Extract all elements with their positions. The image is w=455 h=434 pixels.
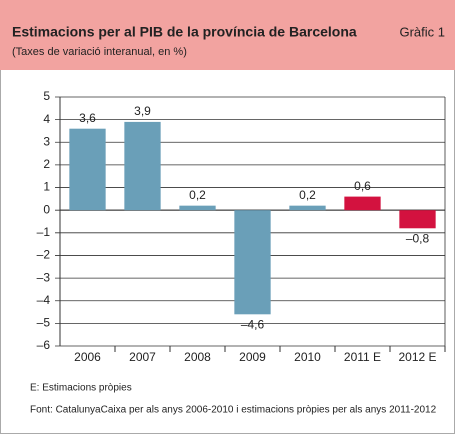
value-label: 0,2 (189, 188, 206, 202)
x-tick-label: 2011 E (344, 350, 381, 364)
y-tick-label: –6 (37, 338, 51, 352)
value-label: 0,6 (354, 179, 371, 193)
chart-label: Gràfic 1 (399, 24, 445, 39)
y-tick-label: –1 (37, 225, 51, 239)
bar (344, 196, 381, 211)
bar (399, 210, 436, 229)
y-tick-label: –3 (37, 270, 51, 284)
bar (124, 121, 161, 211)
y-tick-label: 3 (43, 134, 50, 148)
chart-subtitle: (Taxes de variació interanual, en %) (12, 46, 187, 58)
y-tick-label: 1 (43, 180, 50, 194)
bar (234, 210, 271, 315)
bar (69, 128, 106, 211)
note: E: Estimacions pròpies (30, 383, 132, 394)
x-tick-label: 2010 (294, 350, 321, 364)
x-tick-label: 2009 (239, 350, 266, 364)
header-band (0, 0, 455, 70)
y-tick-label: –5 (37, 316, 51, 330)
value-label: 3,9 (134, 104, 151, 118)
y-tick-label: –2 (37, 248, 51, 262)
bar (289, 205, 326, 211)
bar (179, 205, 216, 211)
y-tick-label: 5 (43, 89, 50, 103)
y-tick-label: 2 (43, 157, 50, 171)
value-label: –4,6 (241, 317, 265, 331)
x-tick-label: 2007 (129, 350, 156, 364)
chart-title: Estimacions per al PIB de la província d… (12, 24, 357, 40)
x-tick-label: 2008 (184, 350, 211, 364)
y-tick-label: –4 (37, 293, 51, 307)
value-label: –0,8 (406, 231, 430, 245)
note: Font: CatalunyaCaixa per als anys 2006-2… (30, 405, 437, 416)
x-tick-label: 2006 (74, 350, 101, 364)
y-tick-label: 0 (43, 202, 50, 216)
value-label: 3,6 (79, 111, 96, 125)
value-label: 0,2 (299, 188, 316, 202)
x-tick-label: 2012 E (398, 350, 436, 364)
y-tick-label: 4 (43, 112, 50, 126)
